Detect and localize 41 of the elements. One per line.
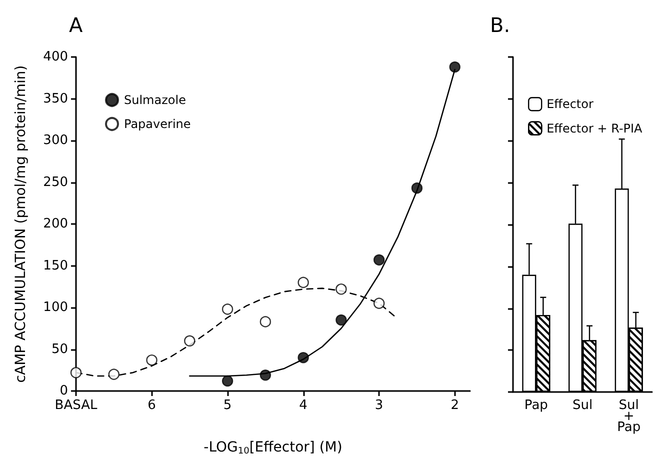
point bbox=[373, 298, 385, 309]
point bbox=[373, 254, 385, 266]
point bbox=[336, 284, 347, 295]
point bbox=[298, 352, 309, 364]
x-tick-label: 4 bbox=[299, 398, 308, 413]
y-tick-label: 50 bbox=[51, 342, 68, 357]
point bbox=[184, 335, 196, 346]
y-tick-label: 300 bbox=[43, 133, 68, 148]
point bbox=[449, 61, 460, 73]
point bbox=[108, 368, 120, 380]
point bbox=[260, 316, 272, 328]
chart-title: B. bbox=[490, 13, 510, 37]
y-tick-label: 200 bbox=[43, 216, 68, 232]
y-tick-label: 250 bbox=[43, 174, 68, 190]
point bbox=[222, 375, 234, 387]
point bbox=[146, 354, 158, 366]
x-tick-label: 2 bbox=[450, 398, 459, 413]
legend-label: Sulmazole bbox=[124, 93, 186, 107]
point bbox=[222, 304, 234, 315]
legend-label: Effector + R-PIA bbox=[546, 121, 644, 136]
x-tick-label: Sul + Pap bbox=[617, 398, 641, 435]
x-tick-label: 6 bbox=[148, 398, 156, 413]
point bbox=[70, 367, 82, 378]
legend-label: Effector bbox=[546, 97, 594, 112]
x-tick-label: 5 bbox=[223, 398, 232, 413]
x-tick-label: Sul bbox=[572, 398, 593, 413]
x-tick-label: BASAL bbox=[54, 398, 98, 413]
point bbox=[411, 182, 423, 194]
y-tick-label: 350 bbox=[43, 91, 68, 106]
point bbox=[260, 370, 272, 381]
y-axis-title: cAMP ACCUMULATION (pmol/mg protein/min) bbox=[13, 65, 29, 383]
point bbox=[336, 314, 347, 326]
point bbox=[298, 276, 309, 288]
legend-label: Papaverine bbox=[124, 117, 191, 131]
x-tick-label: Pap bbox=[524, 398, 548, 413]
y-tick-label: 0 bbox=[60, 384, 68, 398]
chart-title: A bbox=[69, 13, 83, 37]
x-tick-label: 3 bbox=[374, 398, 384, 413]
y-tick-label: 100 bbox=[43, 300, 68, 315]
y-tick-label: 150 bbox=[43, 258, 68, 274]
y-tick-label: 400 bbox=[43, 50, 68, 64]
